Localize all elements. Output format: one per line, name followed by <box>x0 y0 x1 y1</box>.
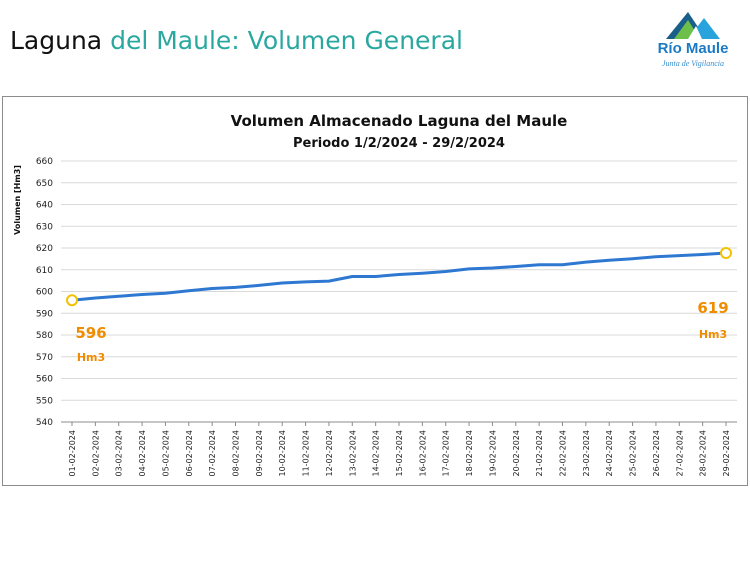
x-tick-label: 23-02-2024 <box>582 430 591 477</box>
x-tick-label: 17-02-2024 <box>442 430 451 477</box>
series-volumen <box>66 247 732 307</box>
x-tick-label: 20-02-2024 <box>512 430 521 477</box>
x-tick-label: 04-02-2024 <box>138 430 147 477</box>
chart-subtitle: Periodo 1/2/2024 - 29/2/2024 <box>293 136 505 151</box>
x-tick-label: 06-02-2024 <box>185 430 194 477</box>
y-tick-label: 570 <box>36 353 53 363</box>
y-tick-label: 560 <box>36 375 53 385</box>
volume-line-chart: Volumen Almacenado Laguna del Maule Peri… <box>13 112 737 477</box>
logo-mountain-gap <box>688 26 702 39</box>
end-point-marker <box>720 247 732 260</box>
page-title-part2: del Maule: Volumen General <box>110 26 463 55</box>
x-tick-label: 18-02-2024 <box>465 430 474 477</box>
x-tick-label: 11-02-2024 <box>302 430 311 477</box>
mountain-logo-icon <box>666 12 720 39</box>
y-tick-labels: 540 550 560 570 580 590 600 610 620 630 640 650 660 <box>36 157 53 428</box>
y-tick-label: 550 <box>36 396 53 406</box>
x-tick-label: 22-02-2024 <box>559 430 568 477</box>
x-tick-labels: 01-02-2024 02-02-2024 03-02-2024 04-02-2024… <box>68 422 731 477</box>
y-tick-label: 540 <box>36 418 53 428</box>
x-tick-label: 26-02-2024 <box>652 430 661 477</box>
y-tick-label: 610 <box>36 266 53 276</box>
page-title-part1: Laguna <box>10 26 103 55</box>
x-tick-label: 15-02-2024 <box>395 430 404 477</box>
chart-title: Volumen Almacenado Laguna del Maule <box>231 112 568 130</box>
end-unit-label: Hm3 <box>699 328 727 341</box>
x-tick-label: 07-02-2024 <box>208 430 217 477</box>
y-axis-label: Volumen [Hm3] <box>13 165 22 235</box>
y-tick-label: 660 <box>36 157 53 167</box>
x-tick-label: 03-02-2024 <box>115 430 124 477</box>
y-tick-label: 620 <box>36 244 53 254</box>
x-tick-label: 27-02-2024 <box>675 430 684 477</box>
x-tick-label: 13-02-2024 <box>348 430 357 477</box>
x-tick-label: 01-02-2024 <box>68 430 77 477</box>
x-tick-label: 21-02-2024 <box>535 430 544 477</box>
logo-tagline: Junta de Vigilancia <box>661 59 725 68</box>
x-tick-label: 12-02-2024 <box>325 430 334 477</box>
x-tick-label: 09-02-2024 <box>255 430 264 477</box>
x-tick-label: 24-02-2024 <box>605 430 614 477</box>
start-unit-label: Hm3 <box>77 351 105 364</box>
x-tick-label: 29-02-2024 <box>722 430 731 477</box>
logo-name: Río Maule <box>657 40 729 57</box>
x-tick-label: 19-02-2024 <box>488 430 497 477</box>
x-tick-label: 02-02-2024 <box>91 430 100 477</box>
y-tick-label: 640 <box>36 201 53 211</box>
page-title: Laguna del Maule: Volumen General <box>10 26 463 55</box>
x-tick-label: 25-02-2024 <box>629 430 638 477</box>
end-value-label: 619 <box>697 299 728 317</box>
y-tick-label: 650 <box>36 179 53 189</box>
start-value-label: 596 <box>75 324 106 342</box>
y-tick-label: 630 <box>36 222 53 232</box>
y-tick-label: 580 <box>36 331 53 341</box>
gridlines <box>61 160 737 423</box>
annotations: 596 Hm3 619 Hm3 <box>75 299 728 364</box>
y-tick-label: 590 <box>36 309 53 319</box>
x-tick-label: 28-02-2024 <box>699 430 708 477</box>
chart-frame: Volumen Almacenado Laguna del Maule Peri… <box>2 96 748 486</box>
start-point-marker <box>66 294 78 307</box>
x-tick-label: 08-02-2024 <box>232 430 241 477</box>
x-tick-label: 16-02-2024 <box>418 430 427 477</box>
y-tick-label: 600 <box>36 288 53 298</box>
x-tick-label: 05-02-2024 <box>161 430 170 477</box>
x-tick-label: 10-02-2024 <box>278 430 287 477</box>
rio-maule-logo: Río Maule Junta de Vigilancia <box>648 8 738 72</box>
x-tick-label: 14-02-2024 <box>372 430 381 477</box>
series-line <box>70 251 728 302</box>
